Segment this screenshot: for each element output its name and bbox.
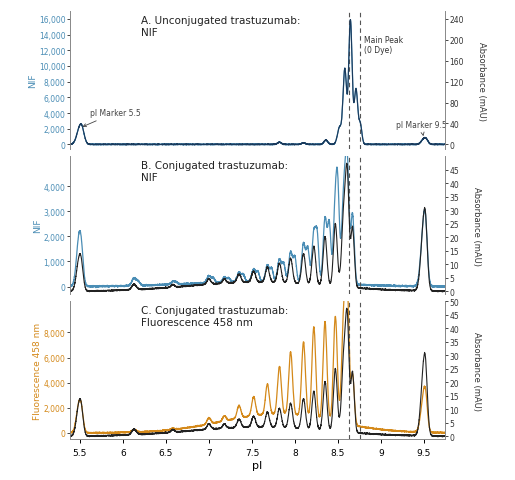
Text: B. Conjugated trastuzumab:
NIF: B. Conjugated trastuzumab: NIF [141, 161, 288, 182]
Text: A. Unconjugated trastuzumab:
NIF: A. Unconjugated trastuzumab: NIF [141, 16, 300, 38]
Text: Main Peak
(0 Dye): Main Peak (0 Dye) [364, 36, 403, 55]
Y-axis label: Absorbance (mAU): Absorbance (mAU) [472, 186, 481, 265]
Y-axis label: NIF: NIF [28, 73, 38, 88]
Text: pI Marker 9.5: pI Marker 9.5 [396, 121, 447, 136]
Text: C. Conjugated trastuzumab:
Fluorescence 458 nm: C. Conjugated trastuzumab: Fluorescence … [141, 306, 288, 327]
Y-axis label: Absorbance (mAU): Absorbance (mAU) [472, 331, 481, 410]
Y-axis label: Absorbance (mAU): Absorbance (mAU) [477, 41, 486, 120]
Text: pI Marker 5.5: pI Marker 5.5 [83, 109, 141, 127]
Y-axis label: Fluorescence 458 nm: Fluorescence 458 nm [33, 322, 42, 419]
X-axis label: pI: pI [252, 460, 263, 470]
Y-axis label: NIF: NIF [33, 218, 42, 233]
